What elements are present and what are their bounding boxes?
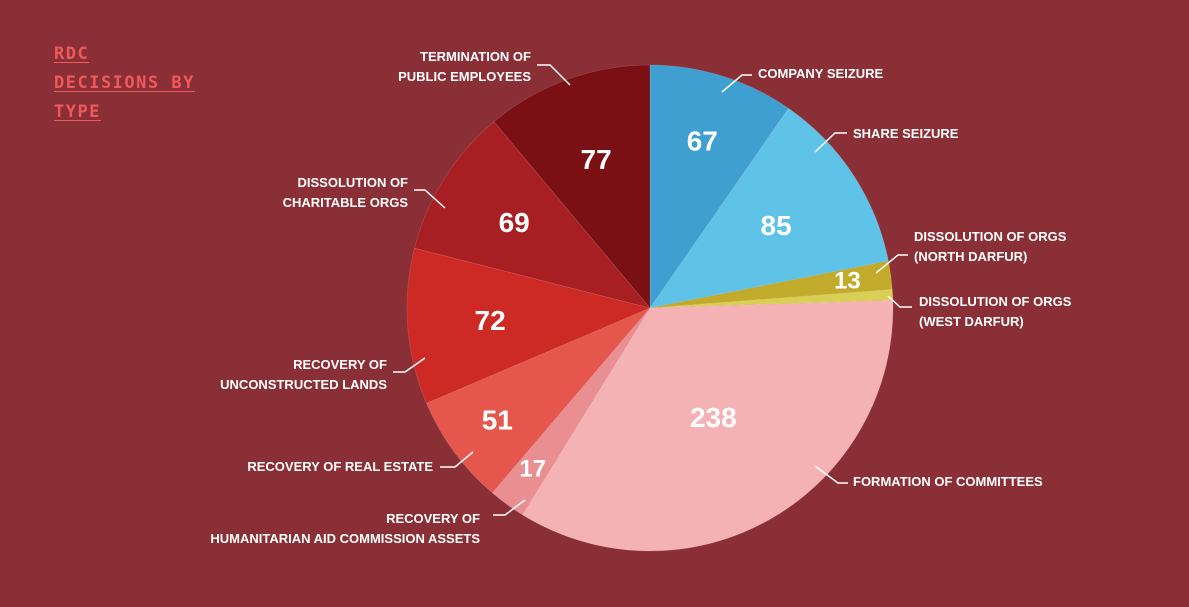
slice-value-label: 69 <box>499 207 530 238</box>
slice-value-label: 238 <box>690 402 737 433</box>
label-line: COMPANY SEIZURE <box>758 66 884 81</box>
label-line: HUMANITARIAN AID COMMISSION ASSETS <box>210 531 480 546</box>
pie-slice <box>406 247 651 404</box>
leader-lines <box>393 64 912 516</box>
slice-category-label: DISSOLUTION OF ORGS (WEST DARFUR) <box>919 294 1072 329</box>
label-line: DISSOLUTION OF ORGS <box>919 294 1072 309</box>
leader-line <box>537 64 571 86</box>
label-line: (NORTH DARFUR) <box>914 249 1027 264</box>
label-line: FORMATION OF COMMITTEES <box>853 474 1043 489</box>
slice-category-label: TERMINATION OF PUBLIC EMPLOYEES <box>398 49 531 84</box>
slice-category-label: DISSOLUTION OF ORGS (NORTH DARFUR) <box>914 229 1067 264</box>
pie-slice <box>649 64 789 309</box>
slice-value-label: 85 <box>761 210 792 241</box>
leader-line <box>414 189 446 209</box>
pie-slice <box>414 121 651 309</box>
slice-value-label: 51 <box>482 405 513 436</box>
slice-category-label: SHARE SEIZURE <box>853 126 959 141</box>
title-line: TYPE <box>54 102 101 122</box>
leader-line <box>814 465 848 484</box>
slice-category-label: FORMATION OF COMMITTEES <box>853 474 1043 489</box>
slice-value-label: 13 <box>834 268 861 295</box>
slice-value-label: 17 <box>519 456 546 483</box>
label-line: UNCONSTRUCTED LANDS <box>220 377 387 392</box>
label-line: DISSOLUTION OF ORGS <box>914 229 1067 244</box>
slice-category-label: RECOVERY OF REAL ESTATE <box>247 459 433 474</box>
label-line: SHARE SEIZURE <box>853 126 959 141</box>
slice-value-label: 72 <box>475 305 506 336</box>
category-labels: COMPANY SEIZURE SHARE SEIZURE DISSOLUTION … <box>210 49 1071 546</box>
slice-category-label: RECOVERY OF UNCONSTRUCTED LANDS <box>220 357 387 392</box>
slice-value-label: 67 <box>687 126 718 157</box>
leader-line <box>887 295 912 308</box>
label-line: RECOVERY OF REAL ESTATE <box>247 459 433 474</box>
slice-category-label: COMPANY SEIZURE <box>758 66 884 81</box>
title-line: RDC <box>54 44 90 64</box>
leader-line <box>440 451 474 468</box>
label-line: RECOVERY OF <box>293 357 387 372</box>
label-line: DISSOLUTION OF <box>298 175 409 190</box>
label-line: RECOVERY OF <box>386 511 480 526</box>
pie-slice <box>493 64 651 309</box>
slice-value-label: 77 <box>581 144 612 175</box>
slice-category-label: RECOVERY OF HUMANITARIAN AID COMMISSION A… <box>210 511 480 546</box>
leader-line <box>393 357 426 373</box>
label-line: (WEST DARFUR) <box>919 314 1024 329</box>
leader-line <box>493 499 526 516</box>
leader-line <box>814 132 847 153</box>
pie-slice <box>649 260 893 309</box>
label-line: PUBLIC EMPLOYEES <box>398 69 531 84</box>
pie-slice <box>522 299 894 552</box>
leader-line <box>721 74 752 93</box>
label-line: CHARITABLE ORGS <box>283 195 409 210</box>
pie-slices <box>406 64 894 552</box>
leader-line <box>875 254 908 274</box>
label-line: TERMINATION OF <box>420 49 531 64</box>
chart-title: RDC DECISIONS BY TYPE <box>54 40 195 127</box>
pie-slice <box>426 307 651 494</box>
pie-slice <box>491 307 651 516</box>
pie-slice <box>649 107 889 309</box>
slice-category-label: DISSOLUTION OF CHARITABLE ORGS <box>283 175 409 210</box>
title-line: DECISIONS BY <box>54 73 195 93</box>
